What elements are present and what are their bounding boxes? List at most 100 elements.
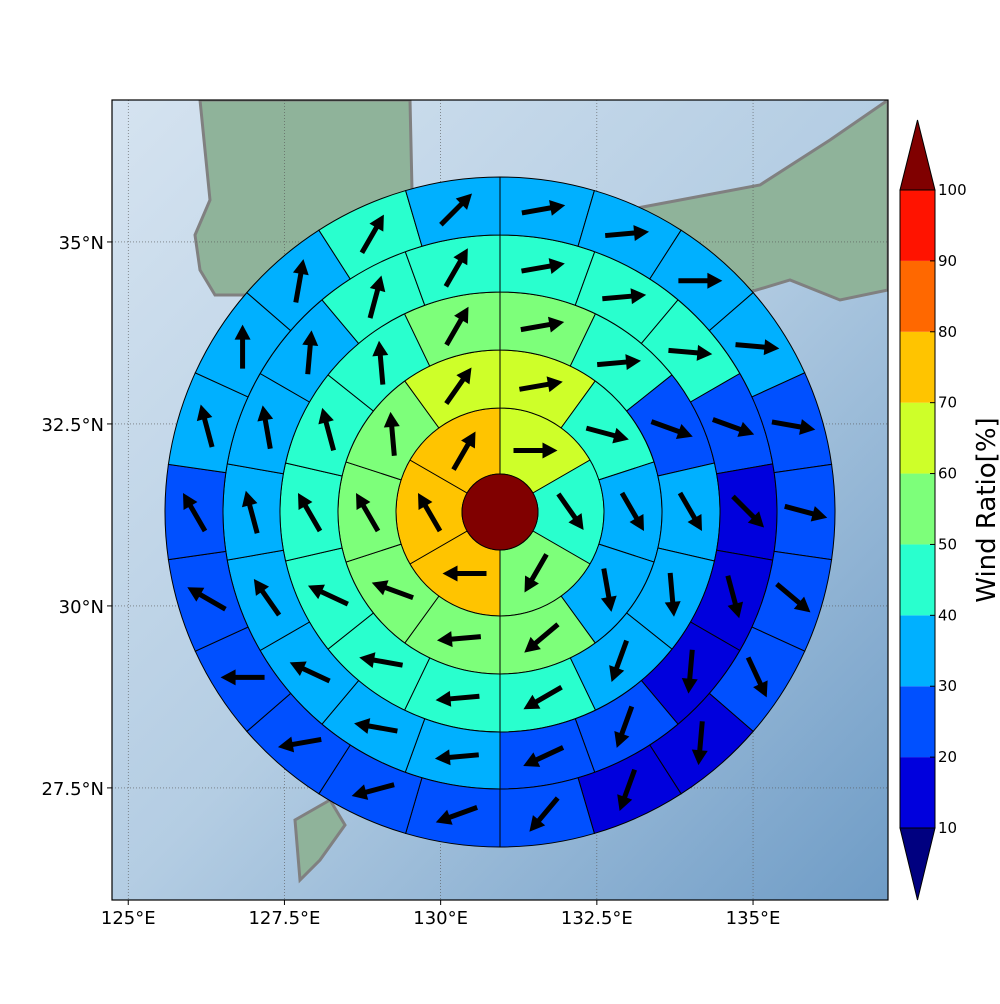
wind-arrow: [664, 572, 681, 617]
wind-arrow: [241, 490, 260, 534]
wind-arrow: [556, 492, 584, 531]
wind-arrow: [418, 492, 443, 533]
wind-arrow: [183, 492, 208, 533]
x-tick-label: 130°E: [413, 908, 468, 929]
colorbar-label: Wind Ratio[%]: [972, 417, 1000, 602]
colorbar-tick-label: 10: [938, 819, 957, 837]
y-tick-label: 35°N: [59, 233, 104, 254]
colorbar-band: [900, 757, 935, 828]
wind-arrow: [596, 354, 642, 371]
colorbar-band: [900, 260, 935, 332]
colorbar-tick-label: 100: [938, 181, 967, 199]
colorbar-band: [900, 544, 935, 616]
wind-arrow: [351, 782, 395, 800]
axes: 125°E 127.5°E 130°E 132.5°E 135°E 27.5°N 30°N 3…: [41, 233, 780, 929]
wind-arrow: [318, 407, 337, 452]
wind-arrow: [585, 425, 629, 444]
wind-arrow: [253, 578, 282, 617]
wind-arrow: [521, 200, 566, 216]
wind-arrow: [602, 288, 647, 305]
wind-arrow: [524, 553, 549, 593]
map-frame: [111, 99, 889, 901]
wind-arrow: [520, 316, 565, 333]
wind-arrow: [725, 575, 744, 619]
wind-arrow: [444, 306, 469, 347]
wind-arrow: [383, 411, 400, 456]
wind-arrow: [277, 736, 322, 753]
center-cell: [461, 473, 539, 551]
wind-arrow: [668, 344, 713, 361]
wind-arrow: [600, 568, 617, 612]
x-tick-label: 135°E: [726, 908, 781, 929]
wind-arrow: [371, 580, 414, 601]
x-tick-label: 132.5°E: [561, 908, 633, 929]
wind-arrow: [354, 718, 398, 734]
wind-arrow: [617, 768, 637, 812]
wind-arrow: [372, 340, 389, 385]
colorbar-tick-label: 60: [938, 465, 957, 483]
wind-arrow: [220, 669, 265, 686]
colorbar-over: [899, 119, 936, 191]
wind-arrow: [681, 649, 698, 694]
polar-grid: [164, 176, 836, 848]
wind-arrow: [735, 339, 780, 356]
wind-arrow: [257, 405, 274, 450]
colorbar-band: [900, 473, 935, 545]
wind-arrow: [604, 225, 650, 242]
colorbar-tick-label: 50: [938, 535, 957, 553]
wind-arrow: [513, 442, 558, 459]
ring-cell: [499, 176, 596, 247]
land: [293, 797, 347, 884]
wind-arrow: [529, 796, 560, 832]
wind-arrow: [609, 639, 629, 683]
wind-arrow: [442, 565, 487, 582]
x-tick-label: 125°E: [101, 908, 156, 929]
colorbar-band: [900, 615, 935, 687]
wind-arrow: [234, 324, 251, 369]
wind-arrow: [443, 248, 468, 288]
wind-arrow: [711, 417, 755, 437]
wind-arrow: [289, 661, 331, 684]
colorbar-tick-label: 90: [938, 252, 957, 270]
wind-arrow: [302, 330, 319, 375]
colorbar-band: [900, 190, 935, 261]
ring-cell: [404, 777, 501, 848]
wind-arrow: [784, 503, 828, 522]
wind-arrow: [614, 705, 635, 748]
y-tick-label: 27.5°N: [41, 779, 104, 800]
colorbar-tick-label: 40: [938, 606, 957, 624]
wind-arrow: [444, 367, 472, 405]
wind-arrow: [523, 745, 565, 767]
wind-arrow: [359, 214, 384, 254]
x-tick-label: 127.5°E: [248, 908, 320, 929]
wind-arrow: [187, 587, 227, 612]
wind-arrow: [619, 491, 644, 532]
wind-arrow: [771, 419, 816, 435]
wind-arrow: [356, 492, 381, 533]
colorbar-tick-label: 70: [938, 394, 957, 412]
wind-arrow: [678, 272, 723, 289]
colorbar-band: [900, 331, 935, 403]
wind-arrow: [677, 491, 702, 532]
wind-arrow: [298, 492, 323, 533]
colorbar-band: [900, 686, 935, 758]
wind-arrow: [691, 721, 708, 766]
wind-arrow: [434, 749, 479, 766]
wind-arrow: [775, 582, 811, 613]
wind-arrow: [523, 685, 563, 710]
colorbar-band: [900, 402, 935, 474]
wind-arrow: [650, 419, 693, 440]
y-tick-label: 30°N: [59, 597, 104, 618]
wind-arrow: [518, 376, 563, 393]
wind-arrow: [292, 259, 309, 303]
wind-arrow: [435, 690, 480, 707]
colorbar: 10 20 30 40 50 60 70 80 90 100: [899, 119, 967, 901]
wind-arrow: [439, 193, 473, 227]
wind-arrow: [524, 622, 560, 653]
colorbar-tick-label: 30: [938, 677, 957, 695]
wind-arrow: [436, 631, 482, 648]
wind-arrow: [731, 494, 765, 528]
wind-arrow: [367, 275, 386, 319]
